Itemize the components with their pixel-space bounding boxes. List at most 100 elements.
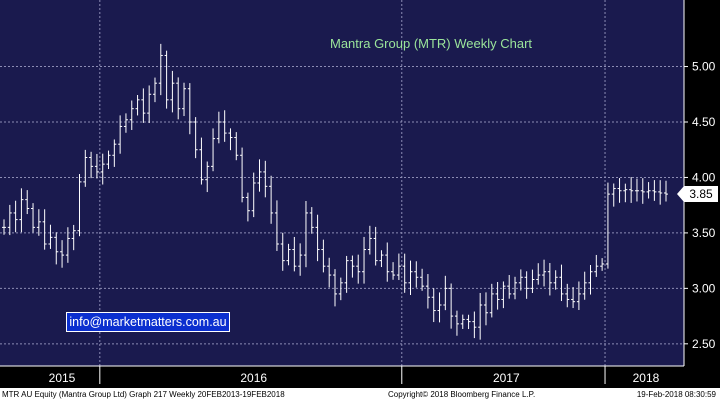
ohlc-bar (362, 236, 367, 284)
ohlc-bar (338, 277, 343, 301)
ohlc-bar (507, 274, 512, 299)
ohlc-bar (94, 153, 99, 179)
ohlc-bar (425, 274, 430, 309)
ohlc-bar (65, 227, 70, 263)
ohlc-bar (466, 314, 471, 330)
ohlc-bar (385, 242, 390, 282)
ohlc-bar (483, 292, 488, 326)
ohlc-bar (333, 269, 337, 307)
ohlc-bar (576, 281, 581, 310)
ohlc-bar (356, 254, 361, 284)
ohlc-bar (344, 255, 349, 293)
watermark-email: info@marketmatters.com.au (66, 312, 230, 332)
ohlc-bar (182, 82, 187, 117)
ohlc-bar (600, 258, 605, 271)
last-price-label: 3.85 (677, 186, 718, 203)
ohlc-bar (152, 77, 157, 103)
chart-title: Mantra Group (MTR) Weekly Chart (330, 36, 533, 51)
ohlc-bar (408, 260, 413, 296)
ohlc-bar (588, 264, 593, 295)
ohlc-bar (559, 264, 564, 302)
ohlc-bar (106, 150, 111, 170)
ohlc-bar (263, 160, 268, 198)
ohlc-bar (240, 147, 245, 203)
footer-timestamp: 19-Feb-2018 08:30:59 (636, 390, 716, 399)
ohlc-bar (489, 283, 494, 318)
ohlc-bar (164, 50, 169, 109)
ohlc-bar (373, 226, 378, 266)
y-tick-label: 4.50 (692, 115, 716, 129)
ohlc-bar (396, 253, 401, 281)
ohlc-bar (472, 311, 477, 339)
ohlc-bar (100, 153, 105, 185)
ohlc-bar (367, 225, 372, 255)
ohlc-bar (443, 275, 448, 311)
ohlc-bar (634, 178, 639, 202)
ohlc-bar (605, 182, 610, 269)
ohlc-bar (228, 128, 233, 151)
ohlc-bar (495, 281, 500, 310)
ohlc-bar (222, 110, 227, 142)
ohlc-bar (123, 113, 128, 133)
ohlc-bar (286, 243, 291, 266)
x-year-label: 2018 (633, 371, 660, 385)
ohlc-bar (19, 188, 24, 233)
ohlc-bar (135, 94, 140, 116)
ohlc-bar (309, 207, 314, 234)
ohlc-bar (269, 175, 274, 224)
x-year-label: 2017 (493, 371, 520, 385)
ohlc-bar (652, 180, 657, 201)
ohlc-bar (327, 257, 332, 288)
ohlc-bar (524, 271, 529, 299)
ohlc-bar (437, 292, 442, 323)
ohlc-bar (530, 269, 535, 294)
ohlc-bar (211, 128, 216, 172)
ohlc-bar (623, 183, 628, 203)
footer-copyright: Copyright© 2018 Bloomberg Finance L.P. (388, 390, 536, 399)
ohlc-bar (315, 214, 320, 262)
ohlc-bar (617, 178, 622, 203)
ohlc-bar (199, 137, 204, 185)
ohlc-bar (553, 270, 558, 290)
ohlc-bar (640, 178, 645, 204)
ohlc-bar (193, 117, 198, 159)
ohlc-bar (646, 182, 651, 199)
ohlc-bar (129, 100, 134, 130)
footer-security-info: MTR AU Equity (Mantra Group Ltd) Graph 2… (2, 390, 285, 399)
y-tick-label: 4.00 (692, 170, 716, 184)
ohlc-bar (216, 111, 221, 144)
ohlc-bar (303, 201, 308, 268)
ohlc-bar (118, 115, 123, 154)
ohlc-bar (547, 262, 552, 296)
x-year-label: 2016 (240, 371, 267, 385)
ohlc-bar (187, 83, 192, 135)
ohlc-bar (536, 263, 541, 285)
ohlc-bar (518, 269, 523, 291)
ohlc-bar (321, 239, 326, 273)
ohlc-bar (25, 190, 30, 215)
ohlc-bar (245, 192, 250, 222)
ohlc-bar (292, 236, 297, 272)
y-tick-label: 3.00 (692, 281, 716, 295)
ohlc-bar (54, 232, 59, 265)
y-tick-label: 2.50 (692, 337, 716, 351)
ohlc-bar (89, 151, 94, 179)
ohlc-bar (2, 219, 6, 235)
ohlc-bar (513, 276, 518, 300)
ohlc-bar (112, 139, 117, 167)
ohlc-bar (158, 43, 163, 96)
ohlc-bar (658, 180, 663, 205)
ohlc-bar (234, 132, 239, 161)
ohlc-bar (83, 149, 88, 187)
ohlc-bar (13, 200, 18, 233)
ohlc-bar (71, 224, 76, 251)
ohlc-bar (542, 259, 547, 287)
ohlc-bar (77, 174, 82, 237)
ohlc-bar (611, 183, 616, 207)
ohlc-bar (280, 232, 285, 271)
ohlc-bar (460, 314, 465, 329)
ohlc-bar (298, 243, 303, 276)
ohlc-bar (141, 88, 146, 123)
ohlc-bar (205, 161, 210, 193)
